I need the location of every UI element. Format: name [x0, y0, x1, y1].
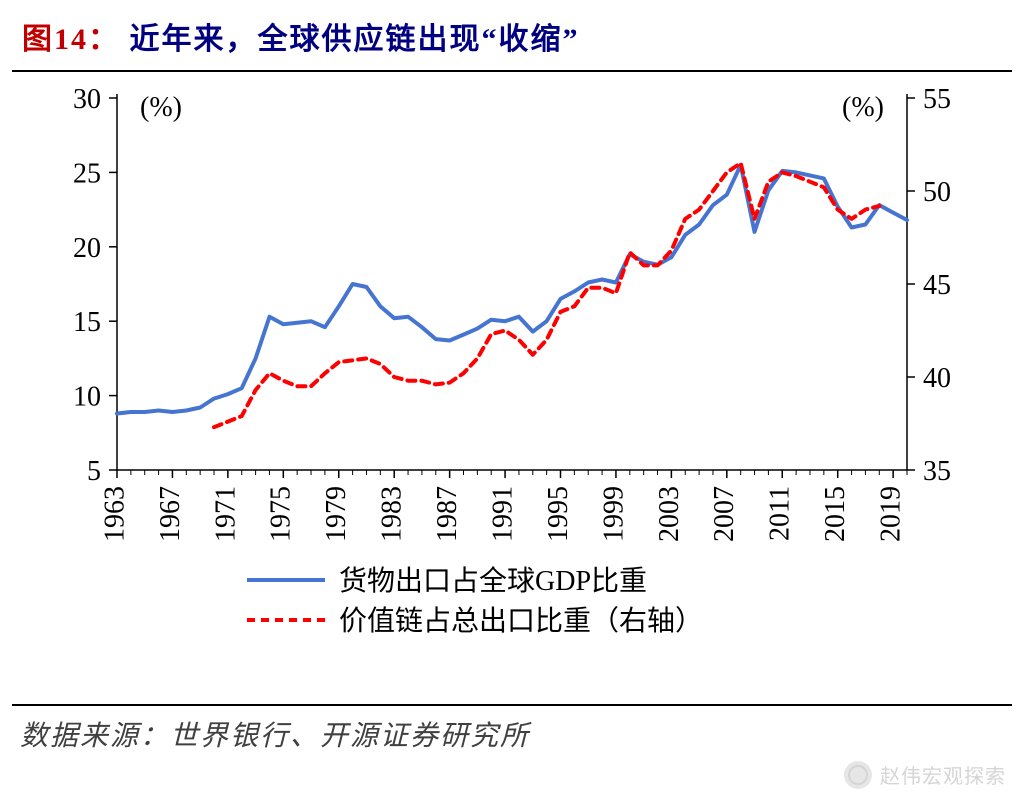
svg-text:45: 45: [923, 270, 951, 301]
svg-text:(%): (%): [140, 92, 182, 123]
svg-text:2011: 2011: [765, 486, 796, 541]
chart-area: 5 10 15 20 25 30 35 40 45 50 55 (%) (%) 1963 1967 1971 1…: [12, 80, 1012, 700]
svg-text:1975: 1975: [266, 486, 297, 542]
svg-text:1979: 1979: [321, 486, 352, 542]
svg-text:20: 20: [73, 233, 101, 264]
title-text: 近年来，全球供应链出现“收缩”: [130, 23, 580, 56]
svg-text:2019: 2019: [876, 486, 907, 542]
svg-text:1995: 1995: [543, 486, 574, 542]
divider-top: [12, 70, 1012, 72]
svg-text:1983: 1983: [377, 486, 408, 542]
svg-text:2007: 2007: [709, 486, 740, 542]
svg-text:35: 35: [923, 456, 951, 487]
svg-text:货物出口占全球GDP比重: 货物出口占全球GDP比重: [339, 565, 647, 597]
data-source: 数据来源：世界银行、开源证券研究所: [0, 706, 1024, 754]
svg-text:价值链占总出口比重（右轴）: 价值链占总出口比重（右轴）: [339, 605, 703, 637]
svg-text:1963: 1963: [99, 486, 130, 542]
svg-text:1967: 1967: [155, 486, 186, 542]
chart-title: 图14： 近年来，全球供应链出现“收缩”: [0, 0, 1024, 70]
svg-text:1987: 1987: [432, 486, 463, 542]
watermark-text: 赵伟宏观探索: [880, 760, 1006, 789]
svg-text:1971: 1971: [210, 486, 241, 542]
watermark: 赵伟宏观探索: [844, 760, 1006, 789]
svg-text:2015: 2015: [820, 486, 851, 542]
svg-text:(%): (%): [842, 92, 884, 123]
svg-text:1991: 1991: [487, 486, 518, 542]
svg-text:10: 10: [73, 382, 101, 413]
svg-text:5: 5: [87, 456, 101, 487]
line-chart: 5 10 15 20 25 30 35 40 45 50 55 (%) (%) 1963 1967 1971 1…: [12, 80, 1012, 700]
svg-text:55: 55: [923, 84, 951, 115]
svg-text:15: 15: [73, 307, 101, 338]
svg-text:50: 50: [923, 177, 951, 208]
title-prefix: 图14：: [22, 23, 120, 56]
svg-text:2003: 2003: [654, 486, 685, 542]
svg-text:1999: 1999: [598, 486, 629, 542]
svg-text:25: 25: [73, 158, 101, 189]
wechat-icon: [844, 761, 872, 789]
svg-text:30: 30: [73, 84, 101, 115]
svg-text:40: 40: [923, 363, 951, 394]
